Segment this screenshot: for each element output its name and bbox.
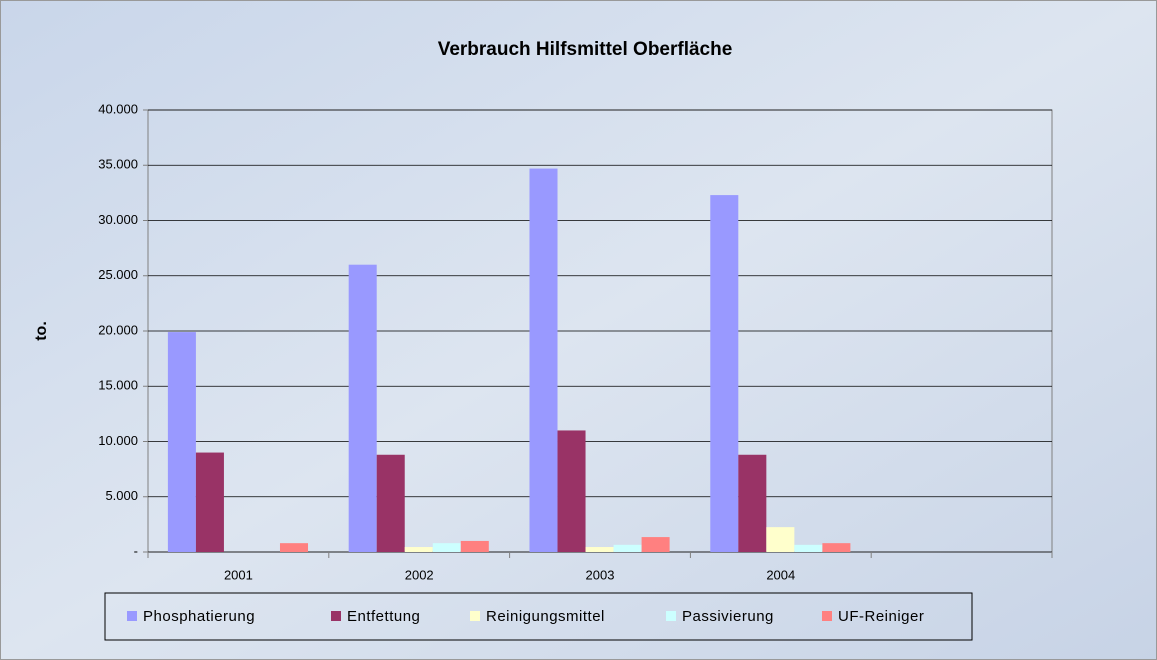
y-tick-label: 35.000 [98,157,138,172]
bar [279,543,309,552]
bar [585,547,614,552]
y-tick-label: 20.000 [98,322,138,337]
chart-title: Verbrauch Hilfsmittel Oberfläche [438,39,733,60]
legend-label: Entfettung [347,608,420,625]
y-tick-label: 10.000 [98,433,138,448]
bar [710,195,739,552]
legend-label: Passivierung [682,608,774,625]
y-tick-label: 15.000 [98,378,138,393]
bar [738,454,767,552]
bar [167,332,196,552]
bar [195,452,224,552]
x-tick-label: 2001 [224,567,253,582]
bar [348,264,377,552]
legend-swatch [127,611,137,621]
bar [794,544,823,552]
bar [557,430,586,552]
legend-swatch [331,611,341,621]
y-axis-label: to. [33,321,50,341]
legend-swatch [470,611,480,621]
y-tick-label: 25.000 [98,267,138,282]
legend-label: UF-Reiniger [838,608,924,625]
y-tick-label: 40.000 [98,101,138,116]
y-tick-label: 5.000 [105,488,138,503]
bar [766,527,795,552]
legend-label: Reinigungsmittel [486,608,605,625]
y-tick-label: - [134,543,138,558]
legend-swatch [666,611,676,621]
bar [460,540,489,552]
bar [641,537,670,552]
y-tick-label: 30.000 [98,212,138,227]
legend-swatch [822,611,832,621]
bar [822,543,851,552]
x-tick-label: 2004 [766,567,795,582]
bar [404,547,433,552]
legend-label: Phosphatierung [143,608,255,625]
x-tick-label: 2002 [405,567,434,582]
x-tick-label: 2003 [586,567,615,582]
bar [376,454,405,552]
bar [432,543,461,552]
legend [104,592,973,641]
bar [613,544,642,552]
bar [529,168,558,552]
